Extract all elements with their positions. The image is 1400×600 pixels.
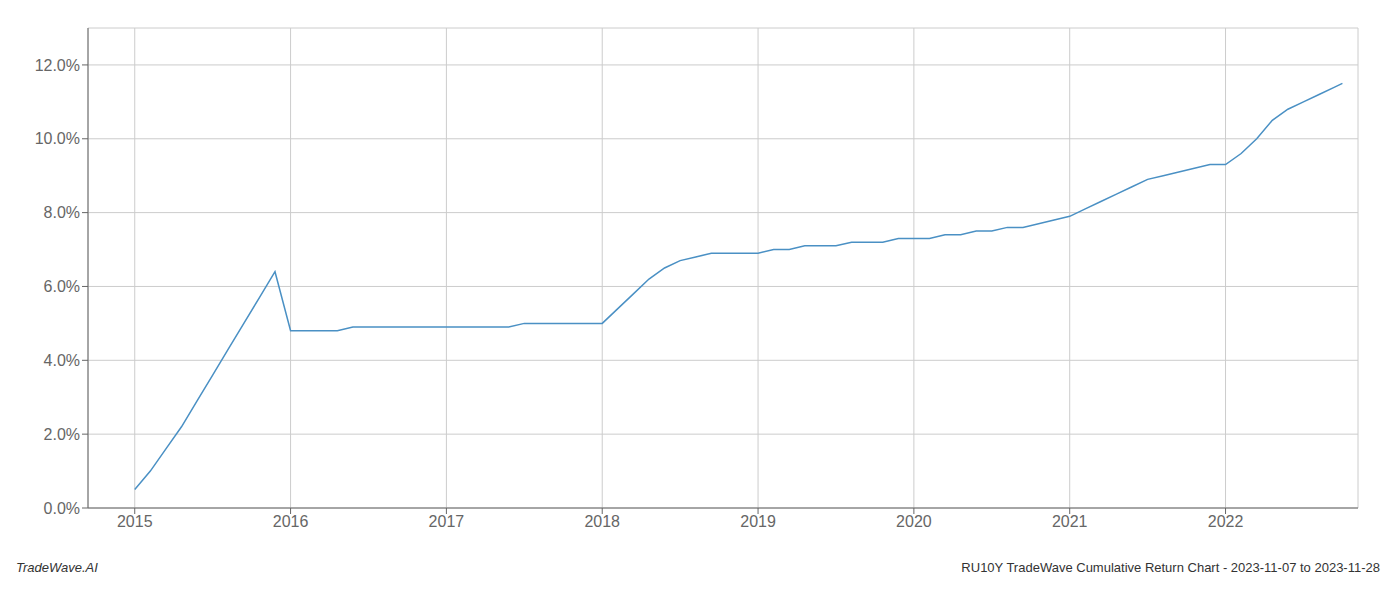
svg-text:2.0%: 2.0%: [44, 426, 80, 443]
svg-text:4.0%: 4.0%: [44, 352, 80, 369]
svg-text:8.0%: 8.0%: [44, 204, 80, 221]
html-text:TradeWave.AI: TradeWave.AI: [16, 560, 98, 575]
svg-text:2018: 2018: [584, 513, 620, 530]
svg-text:10.0%: 10.0%: [35, 130, 80, 147]
html-text:RU10Y TradeWave Cumulative Ret: RU10Y TradeWave Cumulative Return Chart …: [961, 560, 1380, 575]
svg-text:2022: 2022: [1208, 513, 1244, 530]
svg-text:6.0%: 6.0%: [44, 278, 80, 295]
svg-text:2017: 2017: [429, 513, 465, 530]
svg-text:2015: 2015: [117, 513, 153, 530]
svg-text:2016: 2016: [273, 513, 309, 530]
svg-text:0.0%: 0.0%: [44, 500, 80, 517]
svg-text:12.0%: 12.0%: [35, 57, 80, 74]
svg-text:2021: 2021: [1052, 513, 1088, 530]
svg-text:2019: 2019: [740, 513, 776, 530]
svg-text:2020: 2020: [896, 513, 932, 530]
